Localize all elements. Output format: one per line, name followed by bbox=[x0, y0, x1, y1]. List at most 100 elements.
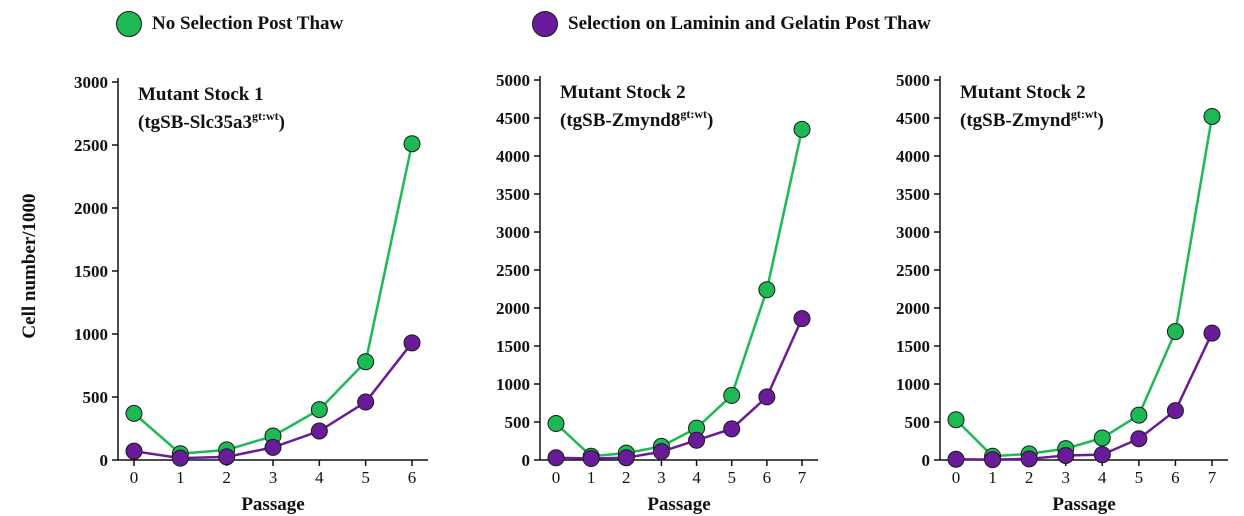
x-tick-label: 4 bbox=[1098, 468, 1107, 487]
y-tick-label: 1500 bbox=[496, 337, 530, 356]
y-tick-label: 2000 bbox=[74, 199, 108, 218]
data-point-green bbox=[1130, 406, 1148, 424]
data-point-green bbox=[758, 281, 776, 299]
legend: No Selection Post Thaw Selection on Lami… bbox=[0, 0, 1244, 50]
y-tick-label: 4500 bbox=[496, 109, 530, 128]
x-tick-label: 1 bbox=[587, 468, 596, 487]
y-tick-label: 5000 bbox=[896, 71, 930, 90]
y-tick-label: 500 bbox=[505, 413, 531, 432]
y-tick-label: 3000 bbox=[496, 223, 530, 242]
y-tick-label: 500 bbox=[83, 388, 109, 407]
legend-label-selection: Selection on Laminin and Gelatin Post Th… bbox=[568, 13, 931, 34]
x-axis-title: Passage bbox=[241, 494, 304, 515]
y-tick-label: 4000 bbox=[496, 147, 530, 166]
y-tick-label: 5000 bbox=[496, 71, 530, 90]
y-tick-label: 500 bbox=[905, 413, 931, 432]
y-tick-label: 2500 bbox=[496, 261, 530, 280]
x-tick-label: 4 bbox=[315, 468, 324, 487]
data-point-green bbox=[1093, 429, 1111, 447]
legend-label-no-selection: No Selection Post Thaw bbox=[152, 13, 344, 34]
x-tick-label: 4 bbox=[692, 468, 701, 487]
y-tick-label: 3000 bbox=[74, 73, 108, 92]
data-point-purple bbox=[1130, 430, 1148, 448]
y-tick-label: 1500 bbox=[74, 262, 108, 281]
panel-title: Mutant Stock 1 bbox=[138, 84, 264, 105]
x-tick-label: 3 bbox=[269, 468, 278, 487]
x-tick-label: 5 bbox=[727, 468, 736, 487]
y-tick-label: 0 bbox=[922, 451, 931, 470]
data-point-green bbox=[947, 411, 965, 429]
data-point-purple bbox=[1203, 324, 1221, 342]
data-point-purple bbox=[1057, 446, 1075, 464]
y-tick-label: 2000 bbox=[496, 299, 530, 318]
data-point-green bbox=[547, 415, 565, 433]
y-tick-label: 2500 bbox=[896, 261, 930, 280]
data-point-green bbox=[1203, 107, 1221, 125]
data-point-purple bbox=[652, 443, 670, 461]
legend-marker-green bbox=[116, 11, 142, 37]
data-point-purple bbox=[758, 388, 776, 406]
y-tick-label: 1000 bbox=[496, 375, 530, 394]
x-tick-label: 7 bbox=[798, 468, 807, 487]
y-tick-label: 1500 bbox=[896, 337, 930, 356]
chart-mutant-stock-2-zmynd: 0 500 1000 1500 2000 2500 3000 3500 4000 4500 5000… bbox=[896, 71, 1228, 515]
y-tick-label: 3500 bbox=[896, 185, 930, 204]
data-point-purple bbox=[264, 438, 282, 456]
data-point-green bbox=[723, 386, 741, 404]
data-point-green bbox=[1166, 323, 1184, 341]
x-tick-label: 5 bbox=[1135, 468, 1144, 487]
y-tick-label: 3000 bbox=[896, 223, 930, 242]
data-point-purple bbox=[582, 449, 600, 467]
y-tick-label: 0 bbox=[522, 451, 531, 470]
y-tick-label: 1000 bbox=[74, 325, 108, 344]
data-point-purple bbox=[125, 442, 143, 460]
y-tick-label: 2500 bbox=[74, 136, 108, 155]
legend-item-no-selection: No Selection Post Thaw bbox=[116, 11, 343, 37]
y-tick-label: 0 bbox=[100, 451, 109, 470]
data-point-purple bbox=[1093, 446, 1111, 464]
x-tick-label: 6 bbox=[763, 468, 772, 487]
data-point-green bbox=[310, 401, 328, 419]
data-point-purple bbox=[723, 420, 741, 438]
data-point-green bbox=[125, 404, 143, 422]
x-tick-label: 2 bbox=[622, 468, 631, 487]
y-tick-label: 4500 bbox=[896, 109, 930, 128]
x-tick-label: 6 bbox=[1171, 468, 1180, 487]
x-tick-label: 2 bbox=[1025, 468, 1034, 487]
data-point-purple bbox=[1166, 402, 1184, 420]
data-point-purple bbox=[218, 448, 236, 466]
data-point-purple bbox=[1020, 450, 1038, 468]
x-tick-label: 1 bbox=[176, 468, 185, 487]
chart-mutant-stock-2-zmynd8: 0 500 1000 1500 2000 2500 3000 3500 4000 4500 5000… bbox=[496, 71, 818, 515]
x-tick-label: 3 bbox=[1061, 468, 1070, 487]
x-tick-label: 3 bbox=[657, 468, 666, 487]
x-tick-label: 5 bbox=[361, 468, 370, 487]
data-point-purple bbox=[984, 451, 1002, 469]
data-point-purple bbox=[793, 310, 811, 328]
y-tick-label: 4000 bbox=[896, 147, 930, 166]
y-tick-label: 3500 bbox=[496, 185, 530, 204]
panel-subtitle: (tgSB-Slc35a3gt:wt) bbox=[138, 109, 285, 133]
data-point-purple bbox=[688, 431, 706, 449]
data-point-green bbox=[403, 135, 421, 153]
data-point-purple bbox=[171, 449, 189, 467]
legend-item-selection: Selection on Laminin and Gelatin Post Th… bbox=[532, 11, 931, 37]
x-tick-label: 0 bbox=[130, 468, 139, 487]
data-point-purple bbox=[357, 393, 375, 411]
x-axis-title: Passage bbox=[1052, 494, 1115, 515]
y-tick-label: 2000 bbox=[896, 299, 930, 318]
x-tick-label: 7 bbox=[1208, 468, 1217, 487]
x-axis-title: Passage bbox=[647, 494, 710, 515]
x-tick-label: 1 bbox=[988, 468, 997, 487]
legend-marker-purple bbox=[532, 11, 558, 37]
data-point-purple bbox=[617, 449, 635, 467]
data-point-green bbox=[793, 120, 811, 138]
x-tick-label: 0 bbox=[552, 468, 561, 487]
x-tick-label: 0 bbox=[952, 468, 961, 487]
panel-title: Mutant Stock 2 bbox=[960, 82, 1086, 103]
x-tick-label: 6 bbox=[408, 468, 417, 487]
data-point-purple bbox=[547, 449, 565, 467]
data-point-purple bbox=[310, 422, 328, 440]
data-point-purple bbox=[947, 450, 965, 468]
y-tick-label: 1000 bbox=[896, 375, 930, 394]
